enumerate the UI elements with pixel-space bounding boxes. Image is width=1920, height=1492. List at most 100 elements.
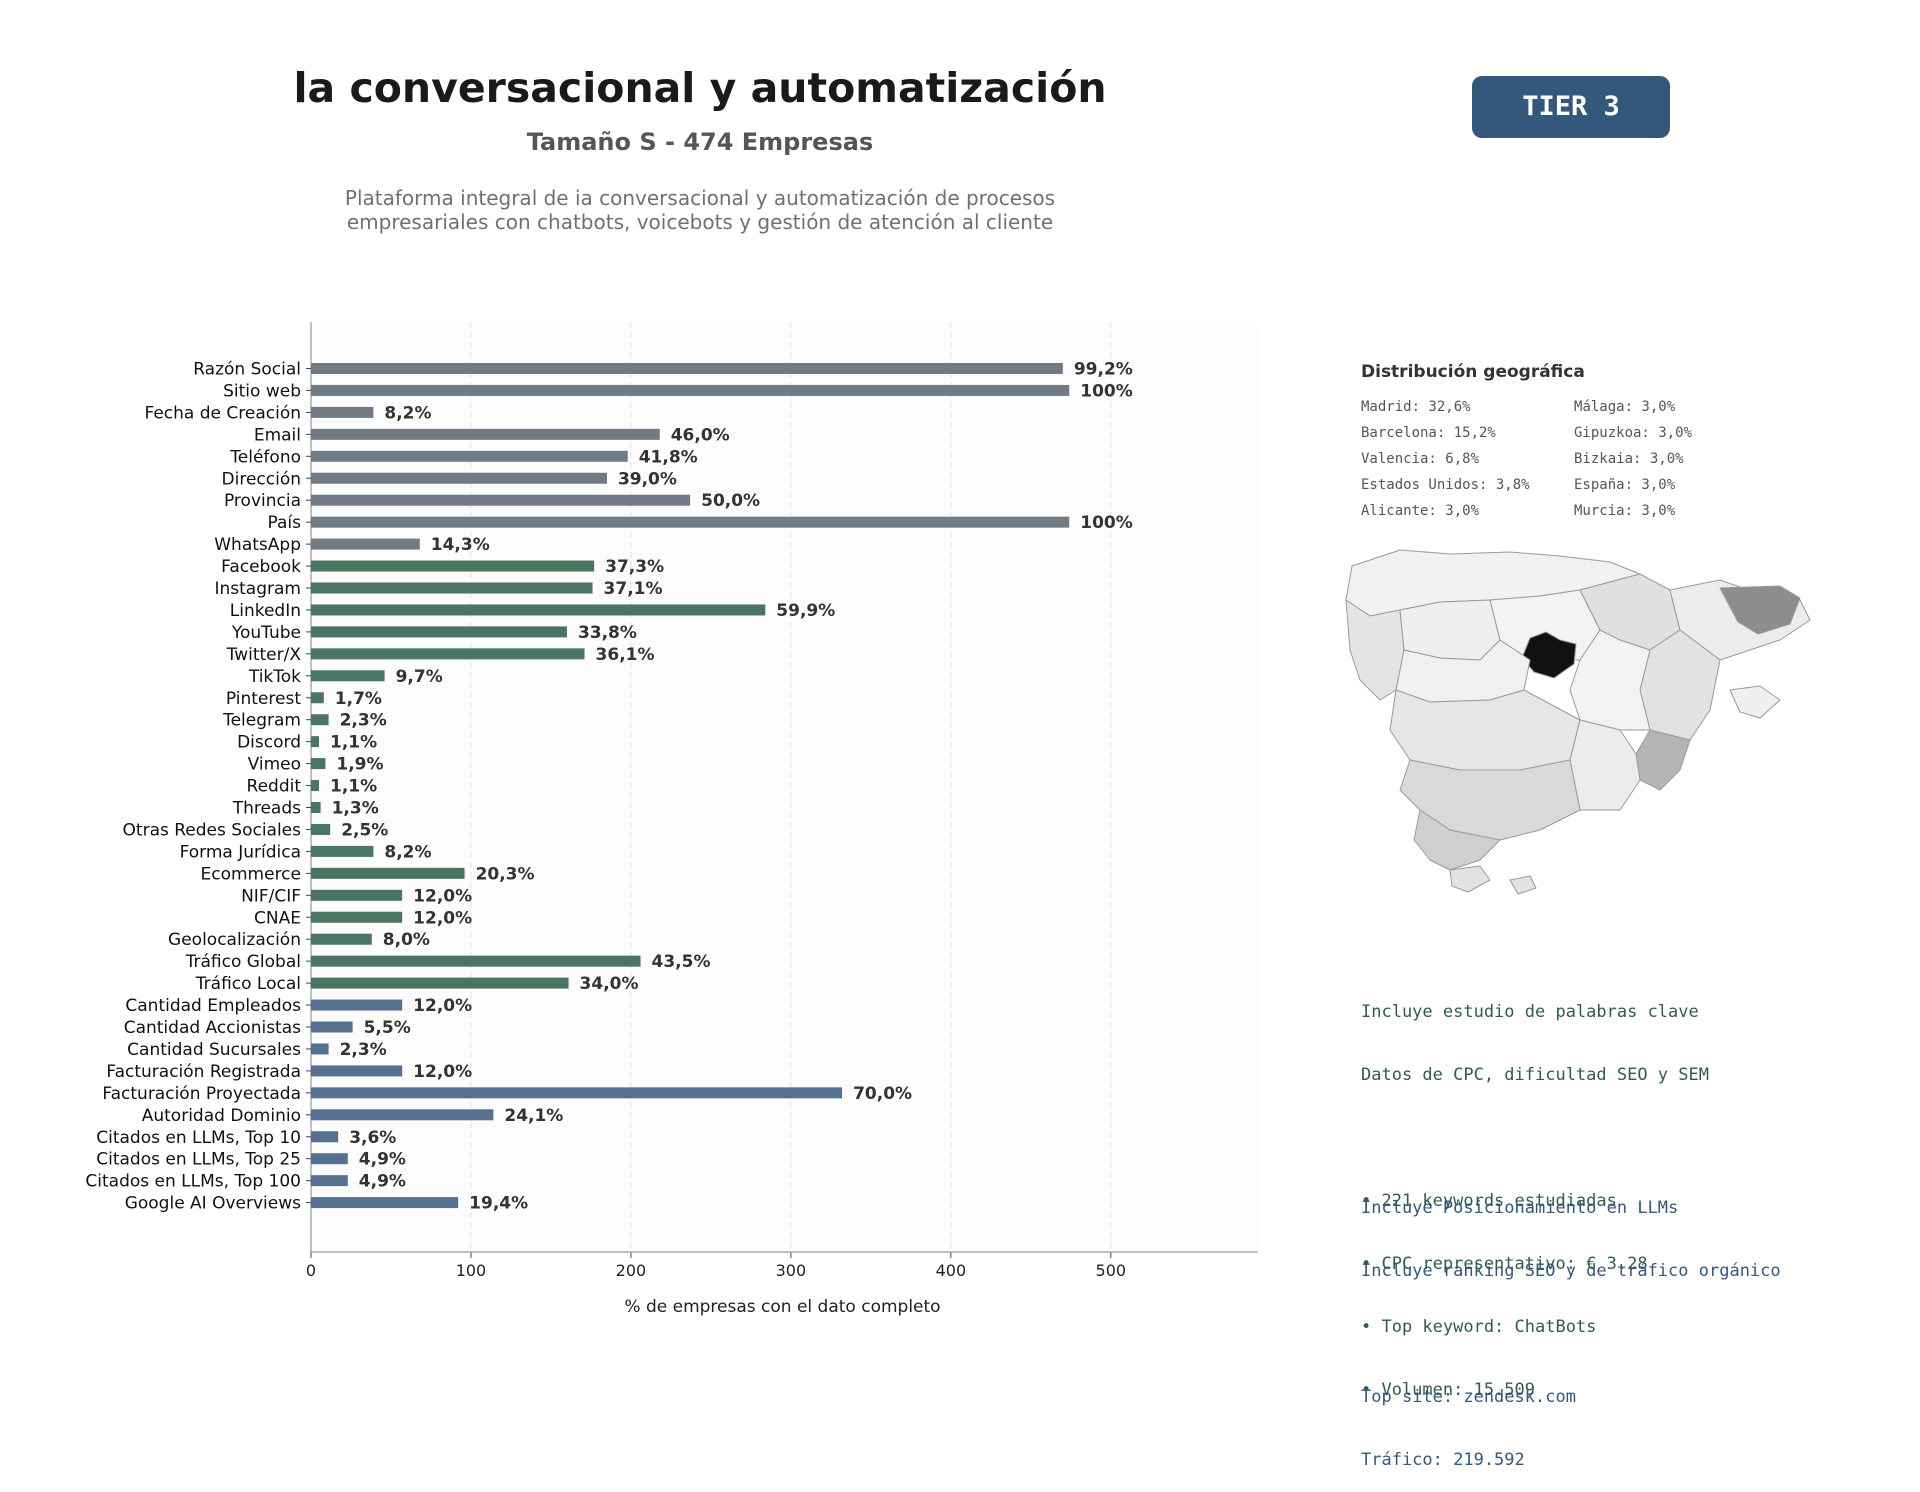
- data-label: 43,5%: [652, 952, 711, 972]
- x-axis-title: % de empresas con el dato completo: [624, 1297, 940, 1317]
- map-region: [1389, 689, 1581, 771]
- page-subtitle: Tamaño S - 474 Empresas: [526, 128, 874, 156]
- info-bullet: • Top keyword: ChatBots: [1361, 1317, 1597, 1337]
- bar: [311, 802, 321, 813]
- bar: [311, 1131, 339, 1143]
- description-line: Plataforma integral de ia conversacional…: [344, 186, 1056, 210]
- category-label: Facturación Registrada: [106, 1062, 301, 1082]
- data-label: 1,7%: [335, 689, 382, 709]
- data-label: 1,9%: [336, 755, 383, 775]
- data-label: 8,0%: [383, 930, 430, 950]
- category-label: Facebook: [221, 557, 301, 577]
- geo-distribution-list: Madrid: 32,6% Málaga: 3,0% Barcelona: 15…: [1361, 398, 1721, 520]
- category-label: Autoridad Dominio: [142, 1106, 301, 1126]
- category-label: WhatsApp: [214, 535, 301, 555]
- map-region: [1719, 585, 1801, 635]
- data-label: 39,0%: [618, 469, 677, 489]
- geo-item: Madrid: 32,6%: [1361, 399, 1471, 415]
- description-line: empresariales con chatbots, voicebots y …: [346, 210, 1054, 234]
- map-region: [1569, 629, 1651, 731]
- info-line: Incluye estudio de palabras clave: [1361, 1002, 1699, 1022]
- data-label: 100%: [1080, 513, 1133, 533]
- bar: [311, 714, 329, 726]
- data-label: 19,4%: [469, 1194, 528, 1214]
- page-title: la conversacional y automatización: [293, 64, 1107, 112]
- geo-item: Bizkaia: 3,0%: [1574, 451, 1684, 467]
- bar: [311, 889, 403, 901]
- category-label: Provincia: [224, 491, 301, 511]
- bar: [311, 538, 420, 550]
- geo-item: Alicante: 3,0%: [1361, 503, 1480, 519]
- x-tick-label: 400: [936, 1261, 967, 1280]
- map-region: [1413, 809, 1501, 871]
- geo-item: España: 3,0%: [1574, 477, 1676, 493]
- category-label: Tráfico Global: [185, 952, 301, 972]
- category-label: Discord: [237, 733, 301, 753]
- bar: [311, 999, 403, 1011]
- bar: [311, 845, 374, 857]
- data-label: 33,8%: [578, 623, 637, 643]
- bar: [311, 428, 660, 440]
- bar: [311, 582, 593, 594]
- category-label: Facturación Proyectada: [102, 1084, 301, 1104]
- data-label: 100%: [1080, 381, 1133, 401]
- bar: [311, 780, 319, 792]
- bar: [311, 1109, 494, 1121]
- category-label: Tráfico Local: [195, 974, 301, 994]
- category-label: Email: [254, 425, 301, 445]
- map-region: [1509, 875, 1537, 895]
- info-bullet: • Volumen: 15.509: [1361, 1380, 1535, 1400]
- bar: [311, 604, 766, 616]
- data-label: 2,3%: [340, 711, 387, 731]
- data-label: 12,0%: [413, 908, 472, 928]
- bar: [311, 867, 465, 879]
- map-region: [1729, 685, 1781, 719]
- data-label: 36,1%: [596, 645, 655, 665]
- data-label: 50,0%: [701, 491, 760, 511]
- info-line: Datos de CPC, dificultad SEO y SEM: [1361, 1065, 1709, 1085]
- category-label: Pinterest: [226, 689, 301, 709]
- bar: [311, 516, 1070, 528]
- category-label: Ecommerce: [201, 864, 302, 884]
- data-label: 5,5%: [364, 1018, 411, 1038]
- category-label: Google AI Overviews: [125, 1194, 301, 1214]
- category-label: Razón Social: [193, 360, 301, 380]
- map-region: [1569, 719, 1641, 811]
- geo-item: Estados Unidos: 3,8%: [1361, 477, 1530, 493]
- geo-title: Distribución geográfica: [1361, 362, 1585, 382]
- x-tick-label: 200: [616, 1261, 647, 1280]
- map-region: [1345, 599, 1405, 701]
- geo-item: Murcia: 3,0%: [1574, 503, 1676, 519]
- description: Plataforma integral de ia conversacional…: [200, 186, 1200, 234]
- category-label: Reddit: [247, 777, 302, 797]
- data-label: 4,9%: [359, 1150, 406, 1170]
- category-label: Citados en LLMs, Top 25: [96, 1150, 301, 1170]
- data-label: 2,5%: [341, 820, 388, 840]
- x-tick-label: 500: [1096, 1261, 1127, 1280]
- category-label: Otras Redes Sociales: [123, 820, 302, 840]
- info-line: Incluye Posicionamiento en LLMs: [1361, 1198, 1679, 1218]
- category-label: Sitio web: [223, 381, 301, 401]
- bar: [311, 911, 403, 923]
- data-label: 12,0%: [413, 886, 472, 906]
- bar: [311, 1087, 843, 1099]
- data-label: 37,1%: [604, 579, 663, 599]
- category-label: Citados en LLMs, Top 10: [96, 1128, 301, 1148]
- category-label: Vimeo: [248, 755, 301, 775]
- bar: [311, 933, 372, 945]
- completeness-bar-chart: 0 100 200 300 400 500 % de empresas con el dat…: [85, 322, 1258, 1317]
- category-label: Telegram: [222, 711, 301, 731]
- info-line: Incluye ranking SEO y de tráfico orgánic…: [1361, 1261, 1781, 1281]
- category-label: Threads: [232, 799, 301, 819]
- bar: [311, 1021, 353, 1033]
- category-label: TikTok: [248, 667, 301, 687]
- category-label: País: [268, 513, 302, 533]
- spacer: [1361, 1324, 1781, 1345]
- data-label: 34,0%: [580, 974, 639, 994]
- bar: [311, 1065, 403, 1077]
- info-bullet: • 221 keywords estudiadas: [1361, 1191, 1617, 1211]
- category-label: Geolocalización: [168, 930, 301, 950]
- data-label: 1,1%: [330, 733, 377, 753]
- llm-info: Incluye Posicionamiento en LLMs Incluye …: [1361, 1156, 1781, 1492]
- bar: [311, 648, 585, 660]
